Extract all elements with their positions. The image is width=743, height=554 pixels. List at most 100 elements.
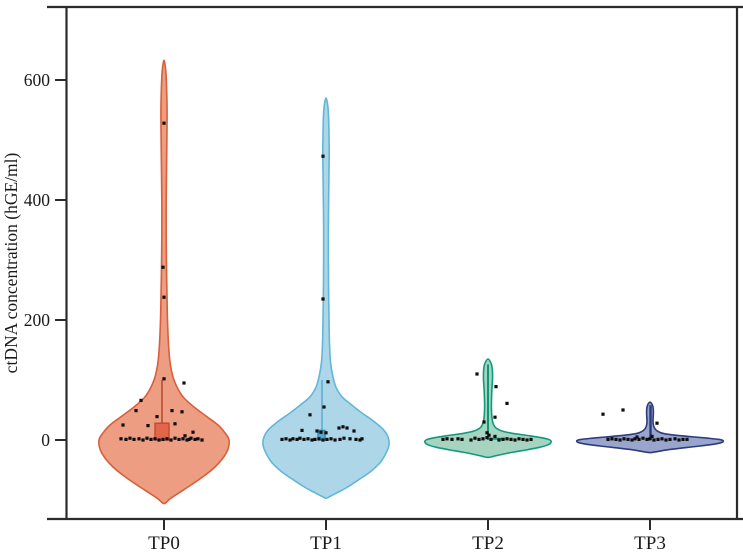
- data-point: [173, 422, 177, 426]
- data-point: [317, 437, 321, 441]
- data-point: [183, 434, 187, 438]
- data-point: [501, 437, 505, 441]
- data-point: [121, 423, 125, 427]
- data-point: [308, 413, 312, 417]
- data-point: [182, 381, 186, 385]
- data-point: [641, 436, 645, 440]
- data-point: [149, 437, 153, 441]
- data-point: [626, 437, 630, 441]
- data-point: [475, 372, 479, 376]
- data-point: [630, 438, 634, 442]
- tick-labels-layer: 0 200 400 600 TP0 TP1 TP2 TP3: [24, 70, 666, 554]
- y-tick-label-200: 200: [24, 310, 51, 330]
- violin-TP1: [262, 97, 390, 499]
- data-point: [633, 437, 637, 441]
- data-point: [656, 437, 660, 441]
- data-point: [477, 437, 481, 441]
- data-point: [128, 436, 132, 440]
- data-point: [180, 410, 184, 414]
- data-point: [329, 437, 333, 441]
- data-point: [525, 438, 529, 442]
- data-point: [606, 437, 610, 441]
- jitter-points-TP0: [119, 121, 204, 442]
- data-point: [469, 438, 473, 442]
- data-point: [155, 415, 159, 419]
- data-point: [660, 437, 664, 441]
- data-point: [302, 437, 306, 441]
- data-point: [162, 295, 166, 299]
- data-point: [505, 437, 509, 441]
- data-point: [326, 380, 330, 384]
- data-point: [664, 438, 668, 442]
- data-point: [145, 436, 149, 440]
- data-point: [473, 436, 477, 440]
- data-point: [295, 437, 299, 441]
- violins-layer: [98, 59, 725, 505]
- data-point: [141, 438, 145, 442]
- data-point: [635, 435, 639, 439]
- data-point: [170, 409, 174, 413]
- data-point: [668, 437, 672, 441]
- data-point: [193, 437, 197, 441]
- data-point: [139, 398, 143, 402]
- data-point: [284, 437, 288, 441]
- data-point: [456, 437, 460, 441]
- data-point: [445, 437, 449, 441]
- data-point: [162, 121, 166, 125]
- data-point: [482, 420, 486, 424]
- data-point: [157, 438, 161, 442]
- data-point: [358, 438, 362, 442]
- data-point: [509, 437, 513, 441]
- data-point: [637, 437, 641, 441]
- y-tick-label-400: 400: [24, 190, 51, 210]
- data-point: [505, 401, 509, 405]
- data-point: [352, 429, 356, 433]
- jitter-points-TP1: [280, 154, 364, 442]
- data-point: [321, 297, 325, 301]
- data-point: [610, 437, 614, 441]
- data-point: [291, 437, 295, 441]
- data-point: [513, 438, 517, 442]
- data-point: [493, 415, 497, 419]
- data-point: [441, 437, 445, 441]
- data-point: [137, 437, 141, 441]
- y-axis-title: ctDNA concentration (hGE/ml): [1, 153, 21, 374]
- data-point: [306, 437, 310, 441]
- data-point: [341, 425, 345, 429]
- data-point: [321, 438, 325, 442]
- data-point: [315, 429, 319, 433]
- data-point: [280, 437, 284, 441]
- data-point: [345, 426, 349, 430]
- data-point: [622, 437, 626, 441]
- data-point: [601, 412, 605, 416]
- data-point: [119, 437, 123, 441]
- data-point: [181, 437, 185, 441]
- data-point: [348, 437, 352, 441]
- data-point: [681, 437, 685, 441]
- data-point: [529, 437, 533, 441]
- data-point: [146, 424, 150, 428]
- data-point: [325, 437, 329, 441]
- data-point: [342, 436, 346, 440]
- jitter-points-TP2: [441, 372, 533, 442]
- data-point: [298, 436, 302, 440]
- data-point: [360, 437, 364, 441]
- data-point: [300, 428, 304, 432]
- data-point: [521, 437, 525, 441]
- data-point: [310, 438, 314, 442]
- data-point: [337, 426, 341, 430]
- data-point: [485, 436, 489, 440]
- y-tick-label-600: 600: [24, 70, 51, 90]
- data-point: [655, 421, 659, 425]
- data-point: [621, 408, 625, 412]
- data-point: [187, 437, 191, 441]
- data-point: [487, 433, 491, 437]
- data-point: [485, 431, 489, 435]
- data-point: [162, 377, 166, 381]
- violin-TP0: [98, 59, 230, 505]
- jitter-points-TP3: [601, 408, 689, 442]
- data-point: [161, 265, 165, 269]
- data-point: [189, 436, 193, 440]
- data-point: [169, 438, 173, 442]
- data-point: [354, 437, 358, 441]
